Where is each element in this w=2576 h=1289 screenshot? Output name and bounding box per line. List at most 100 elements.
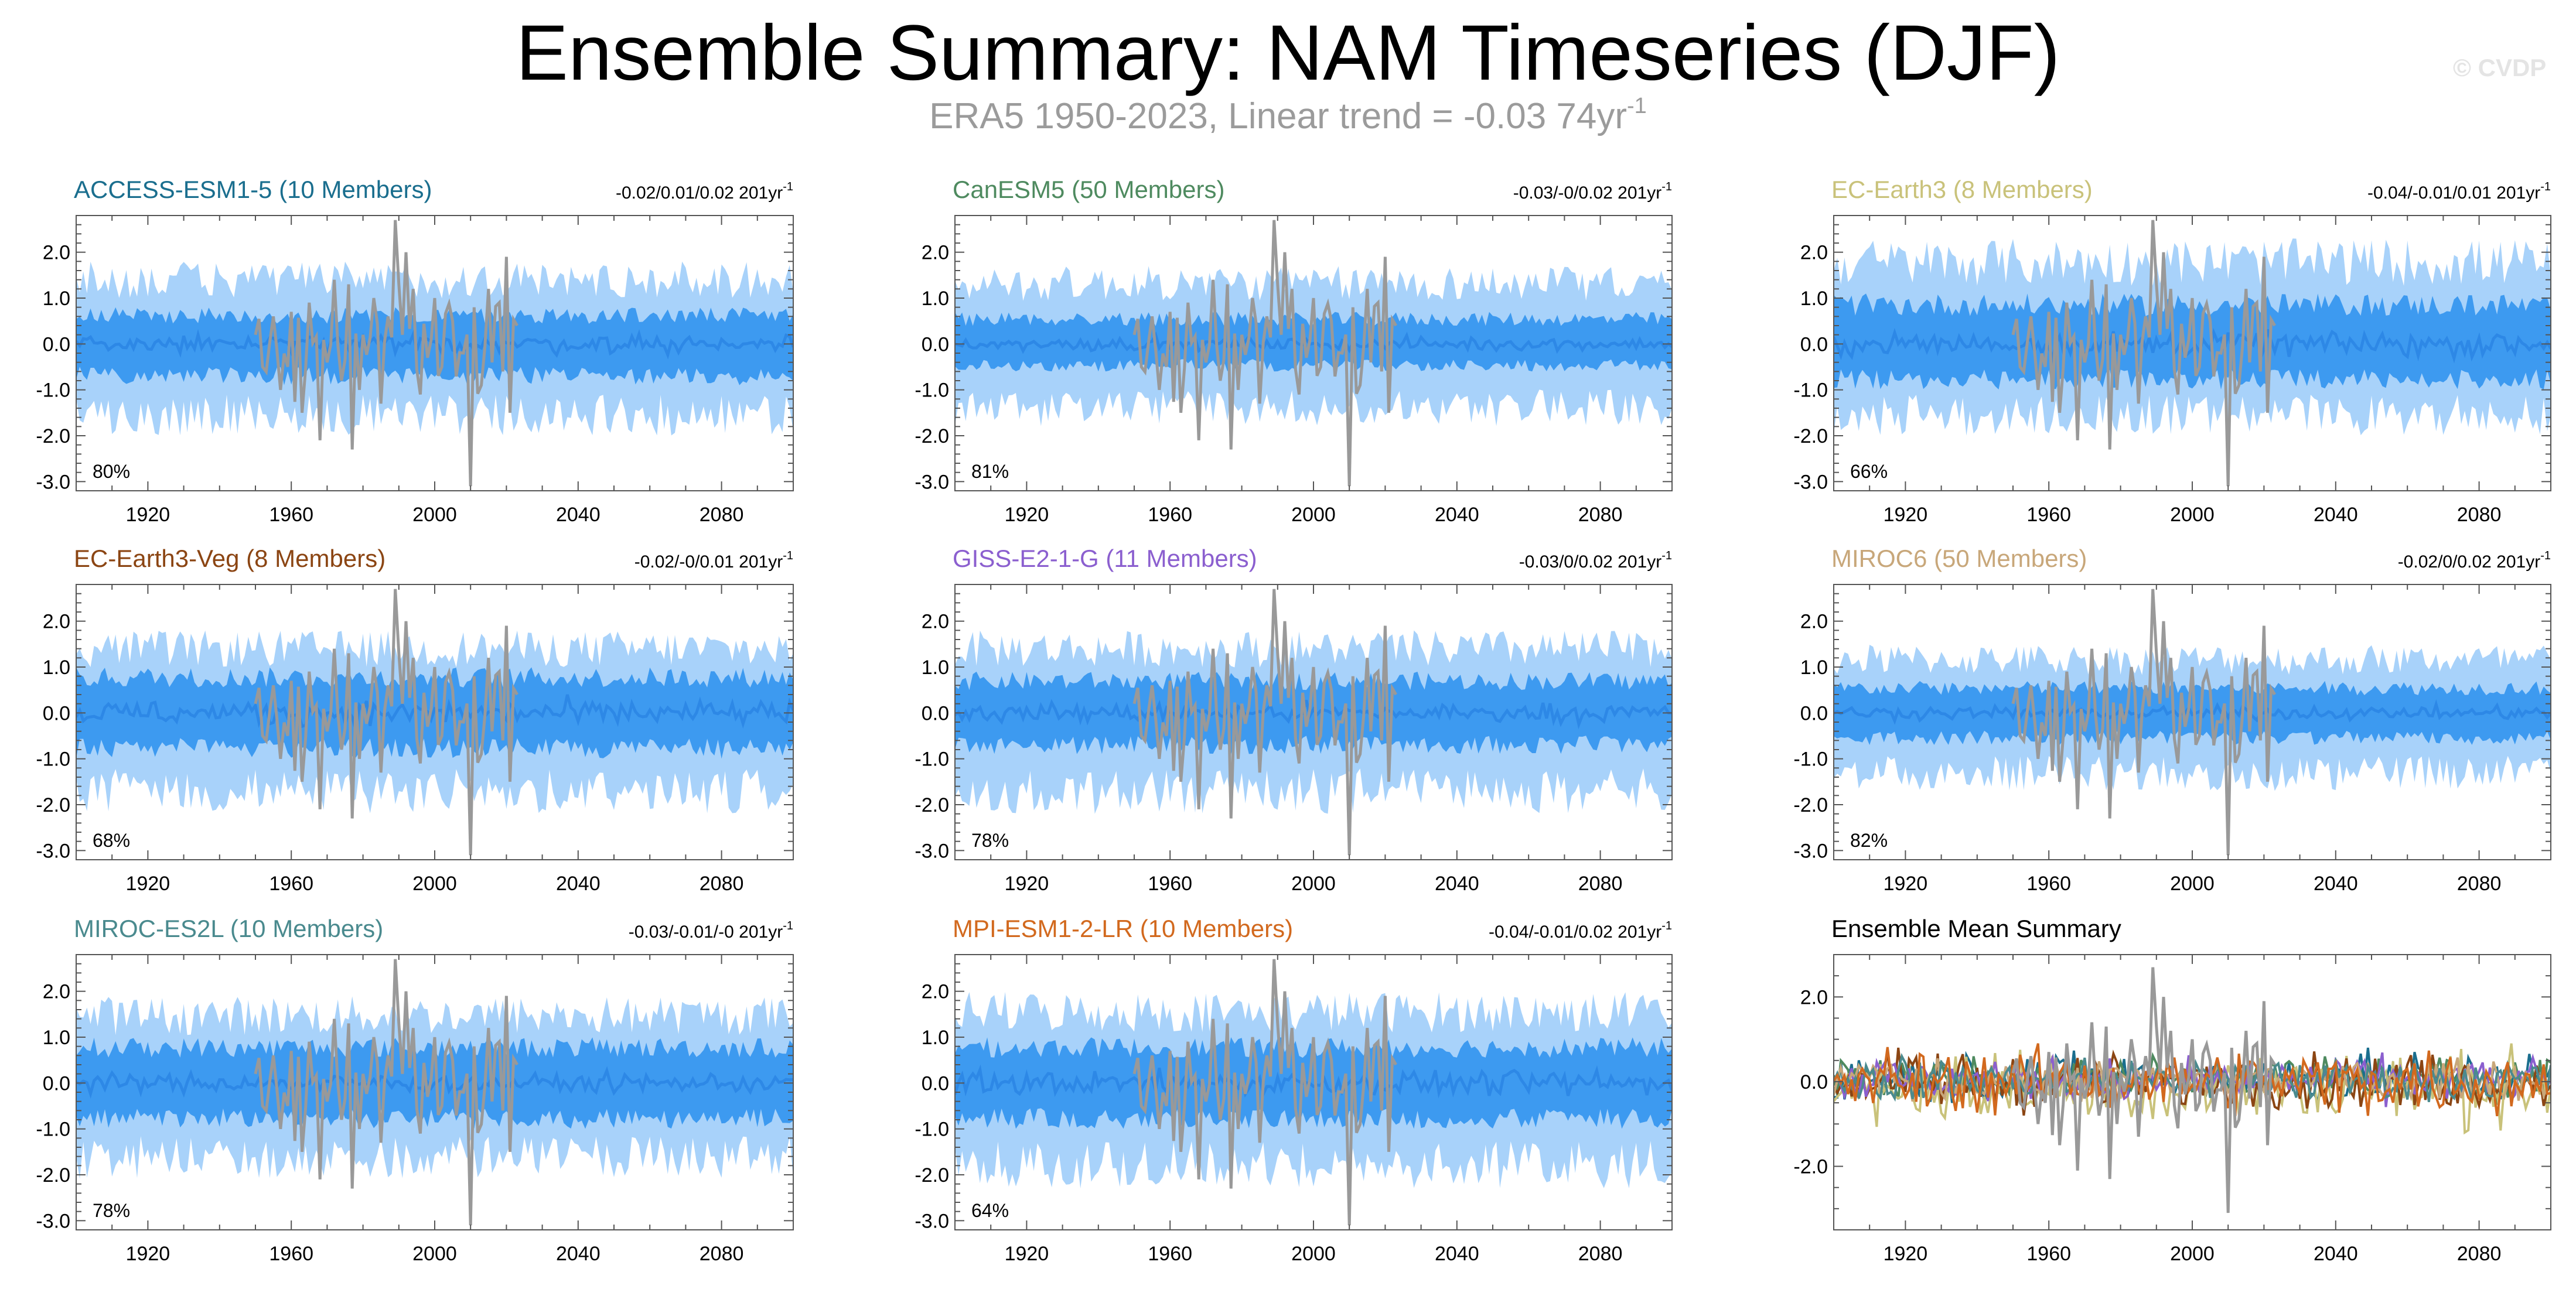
percent-label: 78%: [93, 1200, 130, 1221]
y-tick-label: 1.0: [922, 288, 949, 310]
x-tick-label: 2040: [1435, 1243, 1479, 1265]
x-tick-label: 2040: [556, 1243, 601, 1265]
y-tick-label: 0.0: [922, 333, 949, 355]
y-tick-label: -2.0: [36, 425, 70, 447]
y-tick-label: 0.0: [1800, 333, 1828, 355]
plot-area: 1920 1960 2000 2040 2080 2.0 0.0 -2.0: [1758, 915, 2576, 1271]
x-tick-label: 1960: [269, 873, 313, 895]
y-tick-label: -2.0: [1793, 1156, 1828, 1178]
watermark: © CVDP: [2453, 54, 2546, 82]
chart-panel: GISS-E2-1-G (11 Members) -0.03/0/0.02 201…: [879, 545, 1697, 901]
x-tick-label: 2080: [2457, 504, 2502, 526]
y-tick-label: 2.0: [922, 981, 949, 1003]
chart-panel: EC-Earth3 (8 Members) -0.04/-0.01/0.01 20…: [1758, 176, 2576, 532]
y-tick-label: -3.0: [915, 840, 949, 862]
y-tick-label: 2.0: [1800, 611, 1828, 633]
page-subtitle: ERA5 1950-2023, Linear trend = -0.03 74y…: [0, 94, 2576, 137]
y-tick-label: -2.0: [1793, 425, 1828, 447]
plot-area: 1920 1960 2000 2040 2080 2.0 1.0 0.0 -1.0 -2.0 -3.…: [0, 545, 818, 901]
chart-panel: EC-Earth3-Veg (8 Members) -0.02/-0/0.01 2…: [0, 545, 818, 901]
y-tick-label: 2.0: [922, 611, 949, 633]
x-tick-label: 2040: [1435, 504, 1479, 526]
y-tick-label: 2.0: [43, 242, 70, 264]
chart-panel: MPI-ESM1-2-LR (10 Members) -0.04/-0.01/0.…: [879, 915, 1697, 1271]
y-tick-label: 0.0: [43, 1072, 70, 1095]
x-tick-label: 1920: [1005, 1243, 1049, 1265]
y-tick-label: 0.0: [43, 702, 70, 724]
y-tick-label: 2.0: [1800, 986, 1828, 1008]
y-tick-label: 1.0: [43, 1027, 70, 1049]
y-tick-label: -1.0: [915, 1119, 949, 1141]
y-tick-label: -1.0: [1793, 748, 1828, 771]
x-tick-label: 2000: [412, 1243, 457, 1265]
y-tick-label: 1.0: [922, 1027, 949, 1049]
y-tick-label: 0.0: [1800, 1071, 1828, 1093]
x-tick-label: 2080: [2457, 873, 2502, 895]
y-tick-label: 1.0: [922, 657, 949, 679]
plot-area: 1920 1960 2000 2040 2080 2.0 1.0 0.0 -1.0 -2.0 -3.…: [879, 915, 1697, 1271]
x-tick-label: 2040: [556, 873, 601, 895]
x-tick-label: 2080: [700, 873, 744, 895]
y-tick-label: -3.0: [36, 840, 70, 862]
chart-panel: ACCESS-ESM1-5 (10 Members) -0.02/0.01/0.0…: [0, 176, 818, 532]
x-tick-label: 2080: [700, 1243, 744, 1265]
x-tick-label: 2000: [2170, 1243, 2215, 1265]
y-tick-label: 2.0: [43, 981, 70, 1003]
x-tick-label: 1960: [269, 1243, 313, 1265]
plot-area: 1920 1960 2000 2040 2080 2.0 1.0 0.0 -1.0 -2.0 -3.…: [0, 915, 818, 1271]
x-tick-label: 1960: [269, 504, 313, 526]
y-tick-label: 1.0: [1800, 657, 1828, 679]
x-tick-label: 2080: [2457, 1243, 2502, 1265]
x-tick-label: 2000: [2170, 873, 2215, 895]
x-tick-label: 2000: [1291, 504, 1336, 526]
x-tick-label: 1920: [126, 1243, 170, 1265]
x-tick-label: 2000: [2170, 504, 2215, 526]
x-tick-label: 2080: [700, 504, 744, 526]
y-tick-label: -1.0: [915, 748, 949, 771]
x-tick-label: 2040: [2314, 873, 2358, 895]
y-tick-label: -2.0: [36, 1164, 70, 1187]
subtitle-text: ERA5 1950-2023, Linear trend = -0.03 74y…: [929, 96, 1627, 136]
y-tick-label: -2.0: [36, 794, 70, 816]
y-tick-label: 0.0: [43, 333, 70, 355]
plot-area: 1920 1960 2000 2040 2080 2.0 1.0 0.0 -1.0 -2.0 -3.…: [1758, 176, 2576, 532]
percent-label: 68%: [93, 830, 130, 851]
percent-label: 66%: [1850, 461, 1888, 482]
y-tick-label: -1.0: [915, 379, 949, 402]
plot-area: 1920 1960 2000 2040 2080 2.0 1.0 0.0 -1.0 -2.0 -3.…: [1758, 545, 2576, 901]
y-tick-label: 2.0: [1800, 242, 1828, 264]
chart-panel: CanESM5 (50 Members) -0.03/-0/0.02 201yr-…: [879, 176, 1697, 532]
y-tick-label: -1.0: [1793, 379, 1828, 402]
y-tick-label: 1.0: [1800, 288, 1828, 310]
x-tick-label: 1920: [126, 504, 170, 526]
x-tick-label: 1960: [2026, 1243, 2071, 1265]
x-tick-label: 2080: [1578, 504, 1623, 526]
x-tick-label: 2080: [1578, 873, 1623, 895]
x-tick-label: 1960: [1148, 873, 1192, 895]
percent-label: 78%: [971, 830, 1009, 851]
x-tick-label: 1920: [1884, 1243, 1928, 1265]
y-tick-label: 2.0: [43, 611, 70, 633]
chart-panel: MIROC-ES2L (10 Members) -0.03/-0.01/-0 20…: [0, 915, 818, 1271]
x-tick-label: 2000: [412, 504, 457, 526]
chart-panel: Ensemble Mean Summary 1920 1960 2000 2040 208…: [1758, 915, 2576, 1271]
y-tick-label: -3.0: [36, 471, 70, 493]
y-tick-label: 0.0: [922, 1072, 949, 1095]
x-tick-label: 2040: [1435, 873, 1479, 895]
y-tick-label: -3.0: [1793, 840, 1828, 862]
y-tick-label: 1.0: [43, 288, 70, 310]
y-tick-label: -2.0: [915, 1164, 949, 1187]
x-tick-label: 2040: [556, 504, 601, 526]
y-tick-label: -1.0: [36, 1119, 70, 1141]
x-tick-label: 1960: [1148, 504, 1192, 526]
y-tick-label: -1.0: [36, 748, 70, 771]
y-tick-label: 0.0: [1800, 702, 1828, 724]
x-tick-label: 2080: [1578, 1243, 1623, 1265]
x-tick-label: 1960: [2026, 504, 2071, 526]
y-tick-label: -2.0: [915, 425, 949, 447]
x-tick-label: 1920: [1884, 504, 1928, 526]
y-tick-label: 1.0: [43, 657, 70, 679]
x-tick-label: 1920: [126, 873, 170, 895]
y-tick-label: -2.0: [1793, 794, 1828, 816]
y-tick-label: 2.0: [922, 242, 949, 264]
